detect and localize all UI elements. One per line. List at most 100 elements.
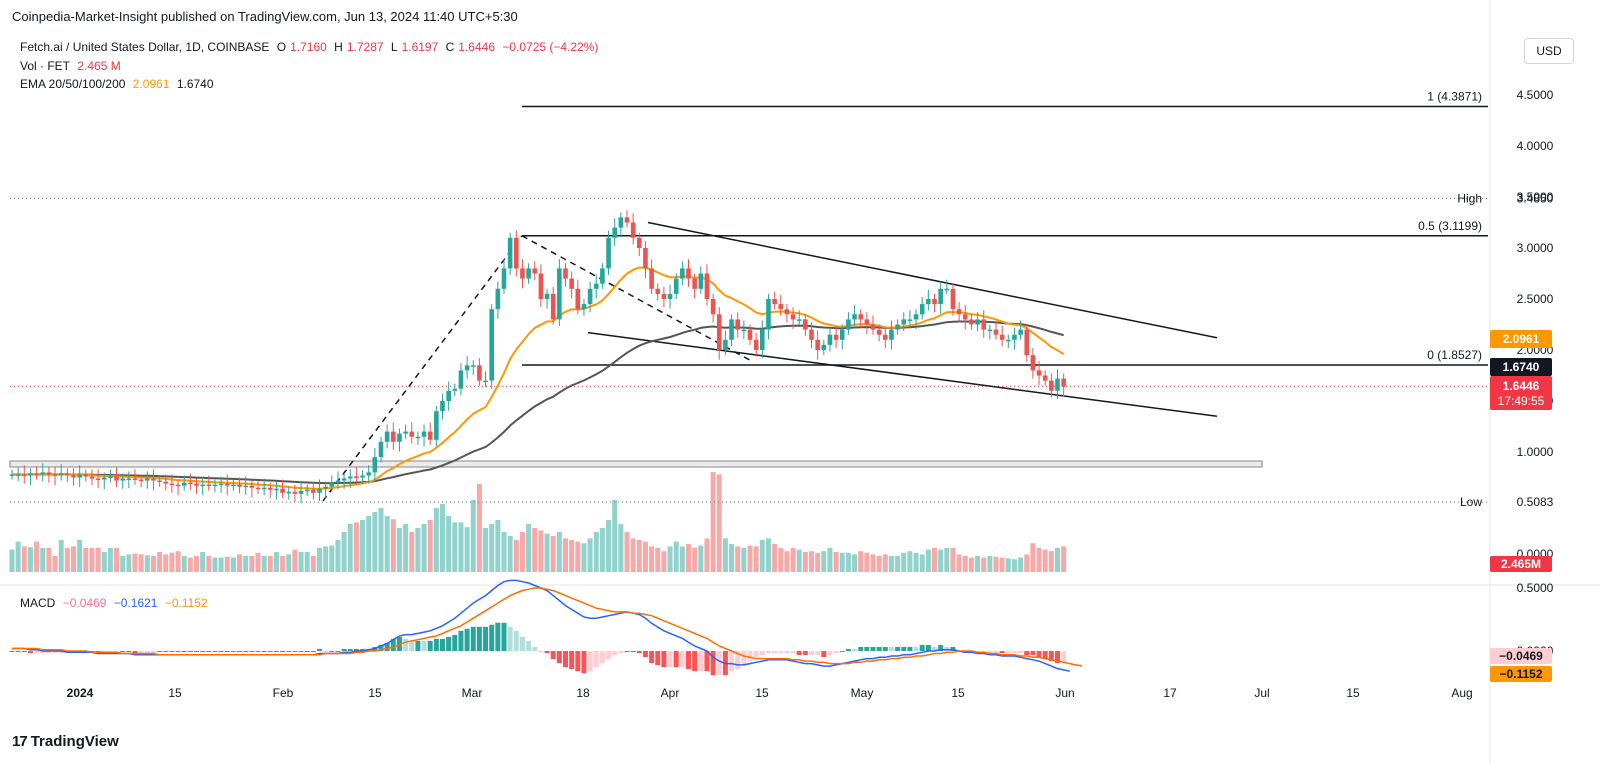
macd-histogram-bar [526,640,532,651]
volume-bar [1061,546,1067,572]
candle-body [274,488,279,491]
candle-body [876,329,882,335]
volume-bar [821,551,827,572]
volume-bar [169,552,175,572]
volume-bar [796,549,802,572]
candle-body [286,491,292,494]
volume-legend[interactable]: Vol · FET 2.465 M [20,59,125,73]
candle-body [1055,378,1060,391]
macd-histogram-bar [249,651,255,652]
volume-bar [415,528,421,572]
volume-bar [599,528,605,572]
candle-body [760,329,765,350]
volume-bar [784,551,790,572]
price-tick-label: 3.5000 [1517,190,1554,204]
macd-histogram-bar [895,646,901,651]
candle-body [126,478,132,481]
tradingview-footer[interactable]: 17 TradingView [12,733,119,750]
price-tick-label: 2.5000 [1517,292,1554,306]
macd-histogram-bar [710,651,716,676]
low-value: 1.6197 [401,40,439,54]
candle-body [532,268,538,274]
volume-bar [1042,549,1048,572]
macd-histogram-bar [446,636,452,651]
candle-body [649,268,654,289]
volume-bar [901,552,907,572]
macd-histogram-bar [888,646,894,651]
volume-bar [77,540,83,572]
macd-histogram-bar [796,651,802,656]
volume-bar [150,556,156,572]
currency-button[interactable]: USD [1524,38,1574,64]
symbol-legend: Fetch.ai / United States Dollar, 1D, COI… [20,40,602,54]
candle-body [550,293,556,320]
macd-histogram-bar [470,626,476,651]
macd-histogram-bar [642,651,648,658]
macd-histogram-bar [569,651,575,670]
volume-bar [612,500,618,572]
volume-bar [378,508,384,572]
macd-hist-badge: −0.0469 [1499,649,1543,663]
macd-histogram-bar [1018,651,1024,654]
volume-bar [686,544,691,572]
volume-bar [944,548,950,572]
fib-level-label: 0 (1.8527) [1427,348,1482,362]
candle-body [723,339,728,350]
volume-bar [304,552,310,572]
volume-value: 2.465 M [77,59,121,73]
macd-histogram-bar [261,651,267,652]
tradingview-brand: TradingView [30,733,119,750]
volume-bar [89,548,95,572]
ema-value-a: 2.0961 [132,77,170,91]
candle-body [735,319,740,330]
low-label: Low [1460,495,1482,509]
candle-body [458,370,464,389]
volume-bar [679,546,685,572]
volume-bar [667,546,673,572]
candle-body [766,299,771,330]
macd-histogram-bar [298,651,304,652]
macd-histogram-bar [280,651,286,652]
volume-bar [772,544,778,572]
macd-histogram-bar [870,646,876,651]
candle-body [1030,355,1036,371]
symbol-name[interactable]: Fetch.ai / United States Dollar, 1D, COI… [20,40,270,54]
time-tick-label: 15 [951,686,965,700]
price-tick-label: 4.0000 [1517,139,1554,153]
volume-bar [513,540,519,572]
macd-histogram-bar [636,651,642,654]
macd-legend[interactable]: MACD −0.0469 −0.1621 −0.1152 [20,596,212,610]
macd-histogram-bar [483,626,489,651]
volume-bar [932,548,937,572]
volume-bar [642,541,648,572]
macd-histogram-bar [452,634,458,651]
macd-histogram-bar [458,630,464,651]
macd-histogram-bar [126,651,132,652]
volume-bar [384,516,390,572]
macd-histogram-bar [464,628,470,651]
candle-body [95,478,101,481]
macd-histogram-bar [790,651,796,654]
volume-bar [440,504,445,572]
volume-bar [341,532,347,572]
volume-bar [9,549,15,572]
macd-histogram-bar [563,651,568,668]
volume-bar [710,472,716,572]
candle-body [852,314,857,320]
volume-bar [704,538,710,572]
candle-body [34,473,39,475]
macd-histogram-bar [747,651,753,662]
candle-body [1018,329,1023,335]
volume-bar [157,552,163,572]
volume-bar [181,556,187,572]
macd-histogram-bar [1030,651,1036,656]
macd-histogram-bar [513,630,519,651]
macd-histogram-bar [778,651,784,654]
macd-histogram-bar [120,651,126,652]
macd-histogram-bar [1055,651,1060,664]
volume-bar [464,527,470,572]
ema-legend[interactable]: EMA 20/50/100/200 2.0961 1.6740 [20,77,218,91]
macd-histogram-bar [532,646,538,651]
candle-body [323,486,328,489]
